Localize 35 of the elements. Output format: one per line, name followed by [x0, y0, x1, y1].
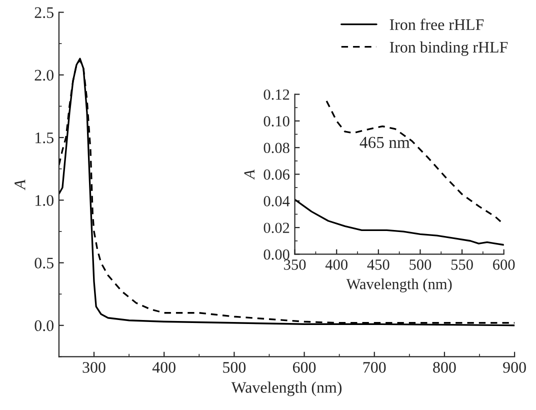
x-tick-label: 550 [451, 260, 473, 270]
y-tick-label: 2.0 [34, 70, 54, 81]
x-tick-label: 300 [82, 362, 106, 373]
y-tick-label: 0.12 [264, 89, 290, 100]
legend-label: Iron free rHLF [390, 18, 484, 30]
x-tick-label: 500 [223, 362, 246, 373]
y-tick-label: 1.0 [36, 195, 54, 206]
x-tick-label: 350 [284, 260, 306, 270]
x-tick-label: 400 [152, 362, 176, 373]
legend-label: Iron binding rHLF [390, 41, 508, 56]
y-tick-label: 0.5 [34, 258, 54, 269]
x-tick-label: 600 [493, 260, 515, 270]
x-tick-label: 600 [292, 362, 316, 373]
x-tick-label: 800 [433, 362, 456, 373]
y-tick-label: 0.0 [34, 320, 54, 332]
y-tick-label: 0.04 [264, 196, 290, 206]
x-tick-label: 900 [503, 362, 526, 373]
y-tick-label: 1.5 [36, 132, 54, 144]
x-tick-label: 400 [325, 260, 348, 270]
y-tick-label: 2.5 [34, 7, 54, 18]
x-tick-label: 450 [367, 260, 390, 270]
y-axis-title: A [14, 180, 26, 190]
annotation: 465 nm [360, 136, 410, 148]
line-series [294, 198, 504, 246]
line-series [326, 100, 502, 224]
y-tick-label: 0.08 [264, 142, 290, 154]
y-tick-label: 0.10 [264, 116, 290, 126]
x-axis-title: Wavelength (nm) [346, 278, 452, 292]
x-tick-label: 700 [363, 362, 386, 373]
y-tick-label: 0.06 [264, 169, 290, 180]
y-tick-label: 0.00 [264, 249, 290, 260]
y-axis-title: A [244, 170, 254, 180]
x-tick-label: 500 [410, 260, 432, 270]
x-axis-title: Wavelength (nm) [231, 382, 342, 396]
y-tick-label: 0.02 [264, 222, 290, 234]
